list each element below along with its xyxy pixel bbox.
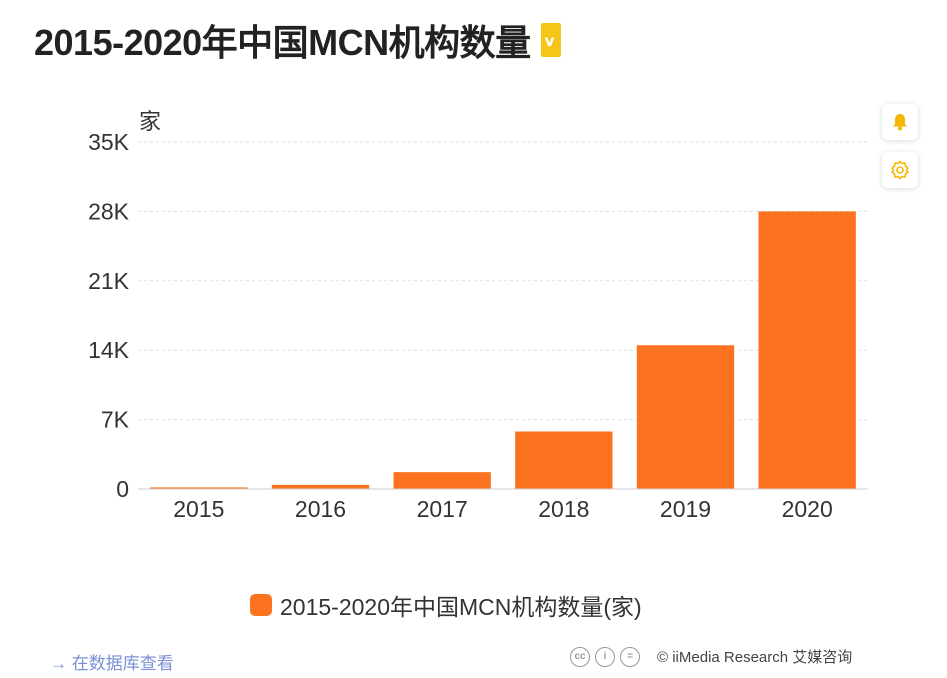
y-tick-label: 28K [88, 198, 130, 224]
y-axis-ticks: 0 7K 14K 21K 28K 35K [88, 129, 130, 502]
y-axis-label: 家 [139, 109, 161, 134]
bar-2019[interactable] [636, 345, 735, 489]
x-tick-label: 2016 [295, 496, 346, 522]
bar-2017[interactable] [393, 472, 491, 489]
x-tick-label: 2019 [660, 496, 711, 522]
view-in-database-link[interactable]: → 在数据库查看 [50, 654, 174, 673]
chart-legend[interactable]: 2015-2020年中国MCN机构数量(家) [250, 588, 642, 622]
x-tick-label: 2015 [173, 496, 224, 522]
bar-2015[interactable] [150, 487, 248, 489]
y-tick-label: 14K [88, 337, 130, 363]
y-tick-label: 35K [88, 129, 130, 155]
grid-lines [138, 141, 868, 421]
legend-label: 2015-2020年中国MCN机构数量(家) [280, 594, 642, 620]
x-axis-ticks: 2015 2016 2017 2018 2019 2020 [173, 496, 833, 522]
x-tick-label: 2017 [417, 496, 468, 522]
settings-button[interactable] [882, 152, 918, 188]
page-title: 2015-2020年中国MCN机构数量 v [34, 14, 561, 66]
verified-badge-icon: v [540, 23, 561, 57]
bar-2016[interactable] [271, 484, 370, 489]
bars [150, 211, 856, 489]
x-tick-label: 2020 [782, 496, 833, 522]
y-tick-label: 0 [116, 476, 129, 502]
attribution-icon: i [595, 646, 615, 667]
legend-swatch [250, 594, 272, 616]
copyright-text: © iiMedia Research 艾媒咨询 [657, 649, 853, 666]
notification-button[interactable] [882, 104, 918, 140]
bell-icon [893, 114, 907, 131]
x-tick-label: 2018 [538, 496, 589, 522]
title-text: 2015-2020年中国MCN机构数量 [34, 22, 531, 63]
y-tick-label: 7K [101, 407, 130, 433]
y-tick-label: 21K [88, 268, 130, 294]
no-derivatives-icon: = [620, 646, 640, 667]
bar-2018[interactable] [515, 431, 613, 489]
creative-commons-icon: cc [570, 646, 590, 667]
gear-icon [891, 160, 909, 180]
footer-credits: cc i = © iiMedia Research 艾媒咨询 [570, 646, 852, 667]
bar-2020[interactable] [758, 211, 856, 489]
